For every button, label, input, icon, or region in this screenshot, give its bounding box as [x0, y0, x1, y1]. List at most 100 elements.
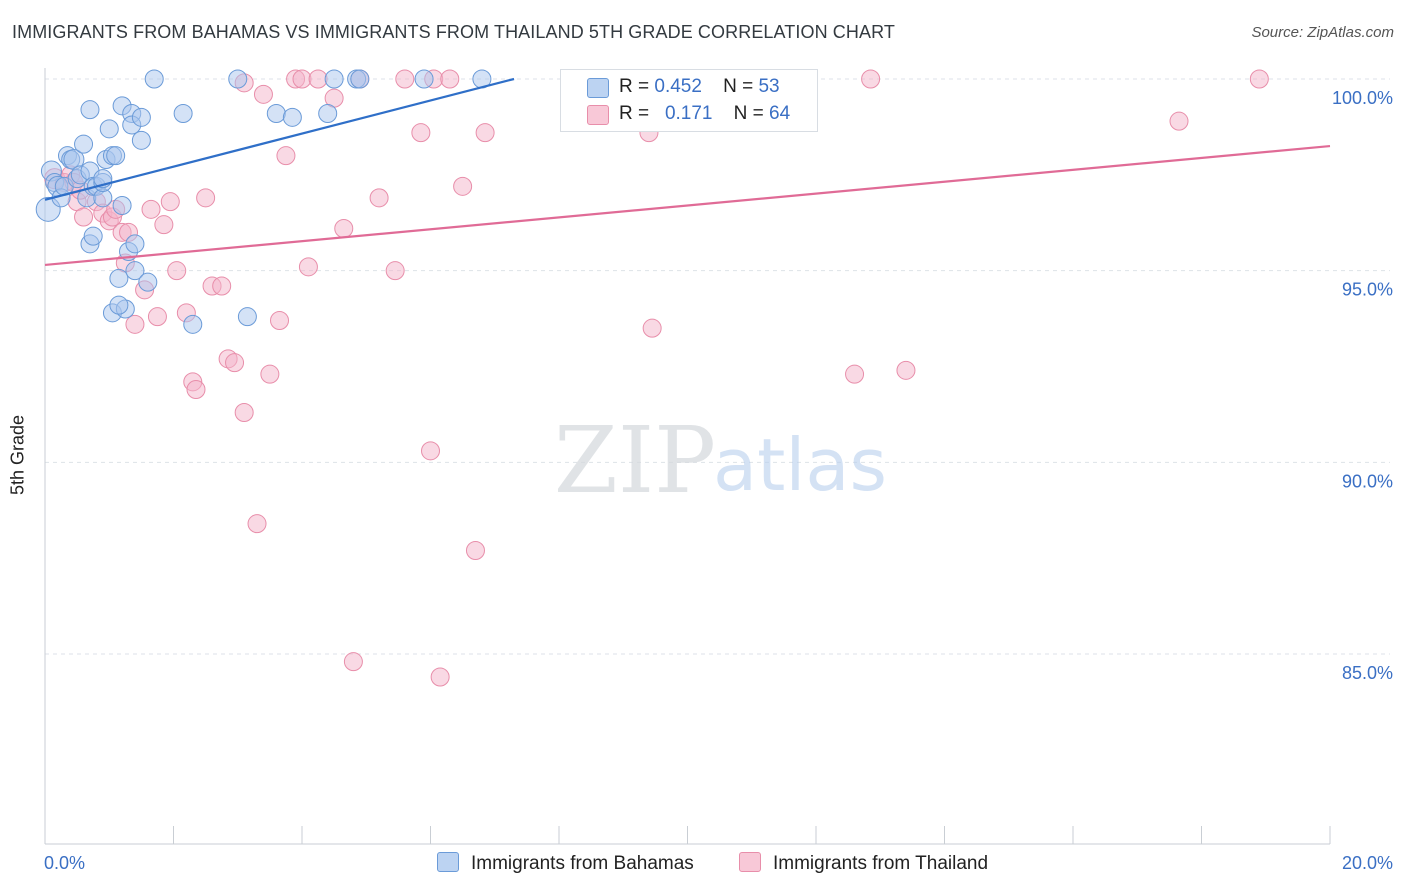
data-point-pink — [247, 514, 267, 534]
data-point-pink — [186, 380, 206, 399]
data-point-pink — [212, 276, 232, 296]
trend-lines — [44, 77, 1331, 267]
data-point-pink — [196, 188, 216, 208]
y-tick-label: 100.0% — [1332, 88, 1393, 108]
data-point-pink — [292, 69, 312, 89]
legend-swatch-pink — [587, 105, 609, 125]
legend-item-bahamas: Immigrants from Bahamas — [437, 852, 694, 875]
data-point-pink — [334, 219, 354, 238]
data-point-pink — [125, 314, 145, 334]
legend-n-label: N = — [723, 76, 754, 97]
data-point-pink — [298, 257, 318, 277]
legend-label-bahamas: Immigrants from Bahamas — [471, 853, 694, 874]
data-point-pink — [308, 69, 328, 89]
watermark-atlas: atlas — [713, 423, 887, 507]
stats-legend: R = 0.452 N = 53 R = 0.171 N = 64 — [560, 69, 818, 132]
data-point-pink — [421, 441, 440, 461]
data-point-pink — [141, 199, 161, 219]
data-point-pink — [74, 207, 94, 227]
legend-r-label: R = — [619, 76, 650, 97]
gridlines — [45, 78, 1390, 655]
watermark-zip: ZIP — [554, 407, 716, 514]
data-point-pink — [147, 307, 167, 327]
data-point-blue — [318, 104, 338, 123]
legend-n-value: 64 — [769, 103, 791, 124]
data-point-blue — [173, 104, 193, 123]
data-point-blue — [109, 295, 129, 315]
data-point-blue — [282, 107, 302, 127]
data-point-pink — [343, 652, 363, 672]
data-point-blue — [112, 196, 132, 215]
data-point-blue — [144, 69, 164, 89]
data-point-pink — [453, 176, 473, 196]
data-point-pink — [234, 403, 254, 422]
data-point-blue — [131, 130, 151, 150]
data-point-pink — [411, 123, 431, 143]
data-point-blue — [99, 119, 119, 139]
legend-r-label: R = — [619, 103, 650, 124]
legend-r-value: 0.171 — [664, 103, 713, 124]
data-point-pink — [385, 261, 405, 281]
tick-labels: 100.0% 95.0% 90.0% 85.0% 0.0% 20.0% — [44, 88, 1393, 873]
data-point-pink — [845, 364, 865, 384]
data-point-pink — [154, 215, 174, 235]
data-point-pink — [225, 353, 245, 373]
data-point-pink — [260, 364, 280, 384]
data-point-pink — [270, 311, 290, 330]
data-point-pink — [642, 318, 662, 338]
legend-swatch-blue — [587, 78, 609, 98]
data-point-pink — [475, 123, 495, 143]
data-point-blue — [74, 134, 94, 154]
legend-swatch-blue — [437, 852, 459, 872]
legend-n-label: N = — [733, 103, 764, 124]
data-point-pink — [861, 69, 881, 89]
legend-text-thailand: R = 0.171 N = 64 — [619, 103, 790, 125]
data-point-blue — [138, 272, 158, 292]
data-point-blue — [125, 234, 145, 254]
data-point-pink — [440, 69, 460, 89]
data-point-pink — [276, 146, 296, 166]
series-thailand-points — [44, 69, 1269, 687]
data-point-pink — [430, 667, 450, 687]
legend-r-value: 0.452 — [654, 76, 702, 97]
data-point-pink — [160, 192, 180, 212]
data-point-pink — [1169, 111, 1189, 131]
data-point-blue — [80, 100, 100, 120]
legend-label-thailand: Immigrants from Thailand — [773, 853, 989, 874]
data-point-blue — [414, 69, 434, 89]
trend-line-blue — [44, 77, 515, 201]
legend-item-thailand: Immigrants from Thailand — [739, 852, 988, 875]
data-point-blue — [109, 268, 129, 288]
data-point-blue — [131, 107, 151, 127]
y-tick-label: 85.0% — [1342, 663, 1393, 683]
data-point-blue — [228, 69, 248, 89]
watermark: ZIP atlas — [554, 407, 887, 514]
data-point-pink — [1249, 69, 1269, 89]
trend-line-pink — [44, 144, 1331, 267]
x-tick-label: 0.0% — [44, 853, 85, 873]
data-point-pink — [395, 69, 415, 89]
data-point-pink — [369, 188, 389, 208]
x-tick-label: 20.0% — [1342, 853, 1393, 873]
data-point-blue — [324, 69, 344, 89]
chart-title: IMMIGRANTS FROM BAHAMAS VS IMMIGRANTS FR… — [12, 22, 895, 42]
data-point-blue — [266, 104, 286, 123]
data-point-blue — [237, 307, 257, 327]
data-point-blue — [83, 226, 103, 246]
legend-swatch-pink — [739, 852, 761, 872]
axes — [44, 68, 1331, 845]
data-point-blue — [183, 314, 203, 334]
legend-text-bahamas: R = 0.452 N = 53 — [619, 76, 780, 98]
y-axis-label: 5th Grade — [7, 414, 28, 496]
data-point-pink — [167, 261, 187, 281]
series-bahamas-points — [35, 69, 492, 334]
y-tick-label: 90.0% — [1342, 471, 1393, 491]
data-point-blue — [350, 69, 370, 89]
data-point-blue — [125, 261, 145, 281]
data-point-pink — [253, 84, 273, 104]
data-point-pink — [465, 541, 485, 560]
data-point-blue — [106, 146, 126, 166]
legend-n-value: 53 — [758, 76, 780, 97]
y-tick-label: 95.0% — [1342, 280, 1393, 300]
